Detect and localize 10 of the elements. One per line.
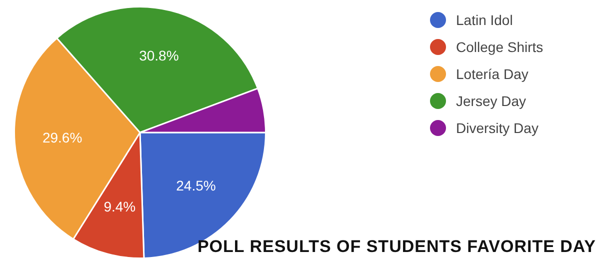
legend-label: Lotería Day xyxy=(456,66,528,82)
legend-label: Diversity Day xyxy=(456,120,538,136)
legend-label: College Shirts xyxy=(456,38,544,54)
data-label: 29.6% xyxy=(42,130,82,146)
legend-label: Latin Idol xyxy=(456,12,513,28)
data-label: 9.4% xyxy=(104,198,136,215)
text: POLL RESULTS OF STUDENTS FAVORITE DAY xyxy=(197,237,596,257)
legend-label: Jersey Day xyxy=(456,92,526,108)
data-label: 24.5% xyxy=(176,178,216,194)
data-label: 30.8% xyxy=(139,48,179,64)
